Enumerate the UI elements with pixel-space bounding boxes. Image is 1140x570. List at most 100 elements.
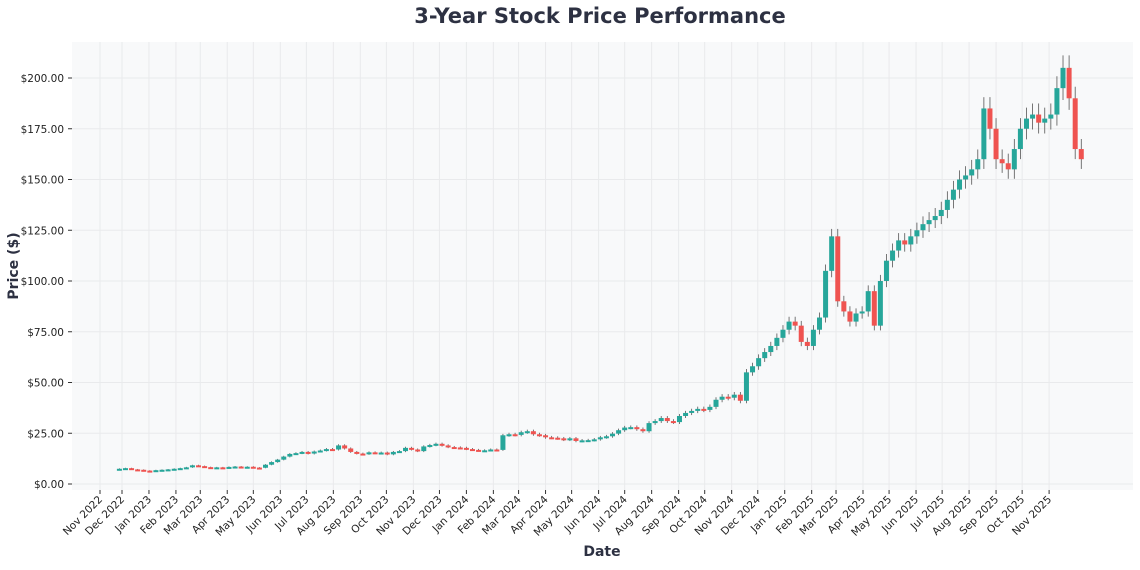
candle-body	[171, 468, 177, 471]
candle-body	[196, 465, 202, 468]
candle-body	[165, 469, 171, 472]
candle	[457, 446, 463, 450]
candle	[932, 208, 938, 229]
candle-body	[865, 291, 871, 312]
candle	[987, 97, 993, 140]
candle	[463, 446, 469, 451]
candle	[768, 341, 774, 357]
candle-body	[299, 451, 305, 454]
x-axis-label: Date	[583, 544, 620, 560]
candle-body	[707, 406, 713, 410]
candle	[476, 448, 482, 452]
candle-body	[658, 418, 664, 422]
candle	[877, 274, 883, 331]
candle	[1054, 76, 1060, 126]
candle-body	[384, 452, 390, 455]
candle	[281, 455, 287, 461]
candle-body	[987, 108, 993, 129]
candle	[421, 445, 427, 453]
candle	[616, 428, 622, 436]
candle-body	[293, 453, 299, 456]
candle	[701, 406, 707, 413]
candle	[129, 467, 135, 471]
candle-body	[847, 311, 853, 322]
candle-body	[311, 451, 317, 454]
candle	[250, 466, 256, 469]
candle-body	[756, 358, 762, 367]
candle	[610, 432, 616, 438]
candle	[263, 464, 269, 469]
candle	[427, 443, 433, 448]
candle	[841, 295, 847, 317]
candle-body	[275, 459, 281, 463]
candle-body	[963, 175, 969, 180]
candle-body	[762, 352, 768, 359]
candle	[384, 451, 390, 456]
candle-body	[737, 394, 743, 401]
candle-body	[323, 449, 329, 452]
candle-body	[518, 432, 524, 435]
candle	[1030, 103, 1036, 130]
candle	[859, 306, 865, 319]
gridlines	[72, 42, 1133, 490]
y-tick-label: $150.00	[21, 175, 64, 187]
candle-body	[871, 291, 877, 326]
candle-body	[549, 437, 555, 440]
candle-body	[415, 449, 421, 452]
candle	[689, 408, 695, 416]
candle-body	[883, 260, 889, 281]
candle	[1036, 103, 1042, 134]
candle-body	[908, 236, 914, 245]
candle	[275, 458, 281, 463]
candle-body	[786, 321, 792, 330]
candle	[561, 436, 567, 442]
candle-body	[409, 447, 415, 450]
candle	[634, 425, 640, 431]
y-axis: $0.00 $25.00 $50.00 $75.00 $100.00 $125.00 $15…	[21, 73, 72, 491]
candle-body	[798, 325, 804, 342]
candle-body	[877, 281, 883, 326]
candle-body	[141, 469, 147, 472]
candle	[908, 228, 914, 252]
candle-body	[378, 452, 384, 455]
candle	[969, 159, 975, 185]
candle	[640, 427, 646, 433]
candle-body	[743, 372, 749, 401]
candle	[317, 449, 323, 453]
candle-body	[189, 465, 195, 468]
candle	[683, 410, 689, 419]
candle	[871, 285, 877, 331]
candle-body	[232, 466, 238, 469]
candle	[378, 451, 384, 455]
candle	[950, 180, 956, 209]
candle-body	[841, 301, 847, 312]
candle-body	[780, 329, 786, 338]
candle	[725, 394, 731, 401]
candle-body	[135, 469, 141, 472]
candle-body	[494, 449, 500, 452]
candle-body	[768, 345, 774, 353]
candle-body	[403, 447, 409, 452]
candle-body	[433, 443, 439, 446]
candle	[847, 306, 853, 327]
candle	[579, 439, 585, 443]
y-tick-label: $25.00	[27, 428, 64, 440]
candle	[664, 416, 670, 423]
candle-body	[488, 449, 494, 452]
candle	[1072, 86, 1078, 160]
candle	[354, 450, 360, 455]
candle	[926, 212, 932, 232]
candle-body	[622, 427, 628, 431]
candle	[792, 316, 798, 331]
candle	[1042, 107, 1048, 134]
candle	[890, 243, 896, 268]
candle	[232, 466, 238, 469]
candle-body	[859, 311, 865, 314]
candle-body	[512, 434, 518, 437]
candle-body	[1036, 114, 1042, 123]
candle	[530, 429, 536, 436]
candle-body	[816, 317, 822, 330]
candle-body	[1017, 128, 1023, 150]
candle-body	[993, 128, 999, 160]
